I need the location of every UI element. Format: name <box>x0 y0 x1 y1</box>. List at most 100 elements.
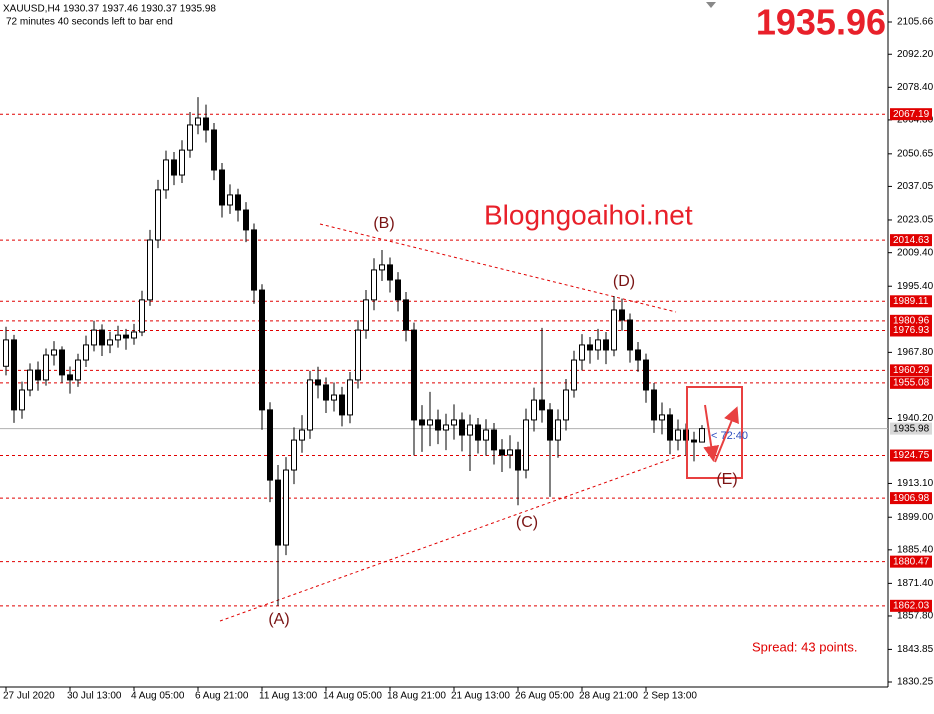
price-label: 1935.98 <box>893 423 930 434</box>
level-label: 1980.96 <box>893 315 930 326</box>
candle-body <box>643 359 649 391</box>
level-label-box <box>890 364 932 377</box>
candle-body <box>347 379 353 416</box>
candle-body <box>659 414 665 421</box>
candle-body <box>323 384 329 401</box>
candle-body <box>459 419 465 436</box>
candle-body <box>619 309 625 321</box>
candle-body <box>187 124 193 151</box>
x-tick-label: 4 Aug 05:00 <box>131 691 185 702</box>
y-tick-label: 2092.20 <box>897 49 934 60</box>
candle-body <box>315 379 321 386</box>
wave-label: (C) <box>516 514 538 531</box>
bar-info: 72 minutes 40 seconds left to bar end <box>6 17 173 28</box>
level-label-box <box>890 449 932 462</box>
candle-body <box>699 428 705 443</box>
candle-body <box>403 299 409 331</box>
candle-body <box>467 424 473 436</box>
candle-body <box>195 117 201 126</box>
arrow <box>703 404 720 462</box>
candle-body <box>427 419 433 426</box>
candle-body <box>331 394 337 401</box>
y-tick-label: 2050.65 <box>897 148 934 159</box>
candle-body <box>411 329 417 421</box>
candle-body <box>35 369 41 381</box>
y-tick-label: 2105.66 <box>897 17 934 28</box>
y-tick-label: 1967.80 <box>897 347 934 358</box>
y-tick-label: 1940.20 <box>897 413 934 424</box>
candle-body <box>691 439 697 443</box>
candle-body <box>171 159 177 176</box>
candle-body <box>51 349 57 356</box>
level-label: 1906.98 <box>893 493 930 504</box>
candle-body <box>307 379 313 431</box>
candle-body <box>19 389 25 411</box>
candle-body <box>587 344 593 351</box>
watermark: Blogngoaihoi.net <box>484 199 693 230</box>
candle-body <box>235 194 241 211</box>
candle-body <box>227 194 233 206</box>
x-tick-label: 27 Jul 2020 <box>3 691 55 702</box>
y-tick-label: 1830.25 <box>897 677 934 688</box>
candle-body <box>371 269 377 301</box>
candle-body <box>547 409 553 441</box>
level-label-box <box>890 599 932 612</box>
candle-body <box>507 449 513 456</box>
price-label-box <box>890 422 932 435</box>
candle-body <box>91 329 97 346</box>
candle-body <box>259 289 265 411</box>
candle-body <box>435 419 441 431</box>
x-tick-label: 30 Jul 13:00 <box>67 691 122 702</box>
highlight-box <box>686 386 743 479</box>
symbol-header: XAUUSD,H4 1930.37 1937.46 1930.37 1935.9… <box>3 4 216 15</box>
candle-body <box>627 319 633 351</box>
x-tick-label: 21 Aug 13:00 <box>451 691 510 702</box>
candle-body <box>75 359 81 381</box>
candle-body <box>299 429 305 441</box>
candle-body <box>339 394 345 416</box>
x-tick-label: 2 Sep 13:00 <box>643 691 697 702</box>
candle-body <box>67 374 73 381</box>
candle-body <box>155 189 161 241</box>
candle-body <box>267 409 273 481</box>
y-tick-label: 1843.85 <box>897 644 934 655</box>
candle-body <box>355 329 361 381</box>
y-tick-label: 1857.80 <box>897 611 934 622</box>
level-label: 1976.93 <box>893 325 930 336</box>
x-tick-label: 14 Aug 05:00 <box>323 691 382 702</box>
spread-text: Spread: 43 points. <box>752 639 858 654</box>
level-label-box <box>890 555 932 568</box>
candle-body <box>275 479 281 546</box>
scroll-marker <box>706 2 716 8</box>
candle-body <box>283 469 289 546</box>
candle-body <box>363 299 369 331</box>
level-label-box <box>890 295 932 308</box>
candle-body <box>139 299 145 333</box>
candle-body <box>483 429 489 441</box>
candle-body <box>387 264 393 281</box>
candle-body <box>203 117 209 131</box>
level-label-box <box>890 492 932 505</box>
level-label: 1924.75 <box>893 450 930 461</box>
candle-body <box>523 419 529 471</box>
price-display: 1935.96 <box>756 2 886 43</box>
candle-body <box>571 359 577 391</box>
candle-body <box>107 339 113 346</box>
x-tick-label: 11 Aug 13:00 <box>259 691 318 702</box>
candle-body <box>419 419 425 426</box>
candle-body <box>291 439 297 471</box>
wave-label: (B) <box>373 215 394 232</box>
candle-body <box>243 209 249 231</box>
candle-body <box>219 169 225 206</box>
x-tick-label: 28 Aug 21:00 <box>579 691 638 702</box>
level-label-box <box>890 376 932 389</box>
x-tick-label: 26 Aug 05:00 <box>515 691 574 702</box>
candle-body <box>99 329 105 346</box>
candle-body <box>555 419 561 441</box>
level-label-box <box>890 108 932 121</box>
level-label: 2067.19 <box>893 109 930 120</box>
y-tick-label: 2009.40 <box>897 247 934 258</box>
candle-body <box>123 334 129 339</box>
